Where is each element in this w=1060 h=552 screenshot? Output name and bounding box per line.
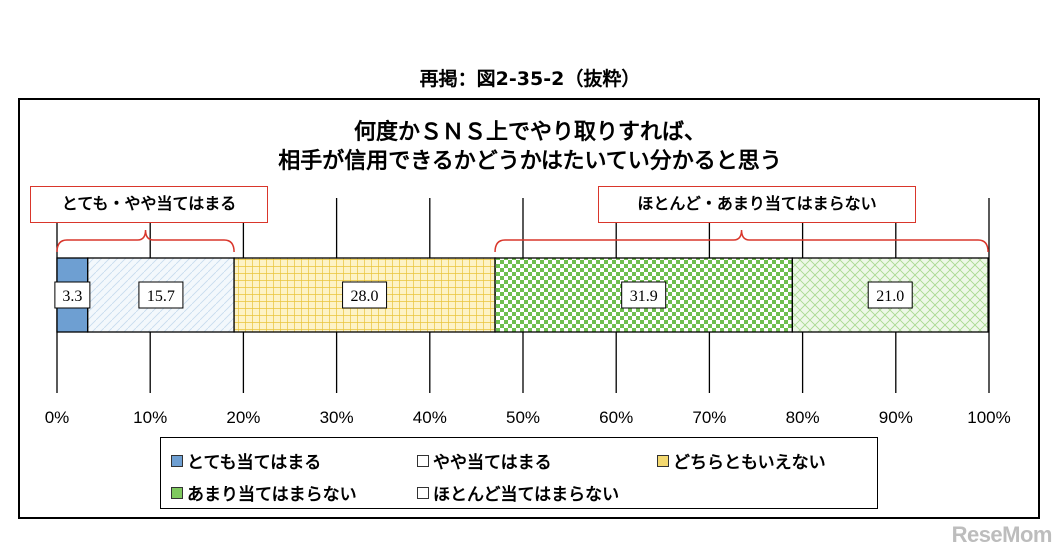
data-label-box [138, 281, 184, 309]
legend-item: どちらともいえない [657, 448, 826, 473]
tick-label: 90% [879, 408, 913, 427]
legend-label: とても当てはまる [187, 453, 322, 473]
legend-label: ほとんど当てはまらない [433, 485, 620, 505]
tick-label: 70% [692, 408, 726, 427]
tick-label: 50% [506, 408, 540, 427]
data-label: 31.9 [630, 288, 658, 305]
tick-label: 10% [133, 408, 167, 427]
legend-swatch [417, 486, 429, 499]
data-label-box [342, 281, 388, 309]
chart-frame [18, 98, 1040, 519]
data-label-box [621, 281, 667, 309]
legend-label: やや当てはまる [433, 453, 552, 473]
data-label-box [54, 281, 91, 309]
tick-label: 100% [967, 408, 1010, 427]
tick-label: 40% [413, 408, 447, 427]
watermark-logo: ReseMom [951, 522, 1053, 547]
bar-segment [87, 257, 235, 333]
disagree-bracket [494, 229, 989, 253]
tick-label: 0% [45, 408, 70, 427]
data-label: 15.7 [147, 288, 175, 305]
data-label: 28.0 [351, 288, 379, 305]
tick-label: 20% [226, 408, 260, 427]
disagree-annotation-box: ほとんど・あまり当てはまらない [598, 186, 916, 223]
legend-item: あまり当てはまらない [171, 480, 357, 505]
tick-label: 30% [320, 408, 354, 427]
legend-swatch [417, 454, 429, 467]
tick-label: 60% [599, 408, 633, 427]
data-label: 21.0 [876, 288, 904, 305]
legend-item: とても当てはまる [171, 448, 321, 473]
figure-caption: 再掲：図2-35-2（抜粋） [419, 68, 641, 90]
legend-swatch [171, 454, 183, 467]
legend-label: あまり当てはまらない [187, 485, 357, 505]
agree-annotation-box: とても・やや当てはまる [30, 186, 268, 223]
legend-swatch [171, 486, 183, 499]
data-label: 3.3 [62, 288, 82, 305]
legend-label: どちらともいえない [673, 453, 826, 473]
legend-item: ほとんど当てはまらない [417, 480, 619, 505]
legend: とても当てはまる やや当てはまる どちらともいえない あまり当てはまらない ほと… [160, 437, 878, 509]
chart-title-line1: 何度かＳＮＳ上でやり取りすれば、 [353, 120, 706, 145]
chart-title-line2: 相手が信用できるかどうかはたいてい分かると思う [278, 149, 782, 174]
agree-bracket [56, 229, 235, 253]
tick-label: 80% [786, 408, 820, 427]
legend-item: やや当てはまる [417, 448, 552, 473]
legend-swatch [657, 454, 669, 467]
data-label-box [867, 281, 913, 309]
